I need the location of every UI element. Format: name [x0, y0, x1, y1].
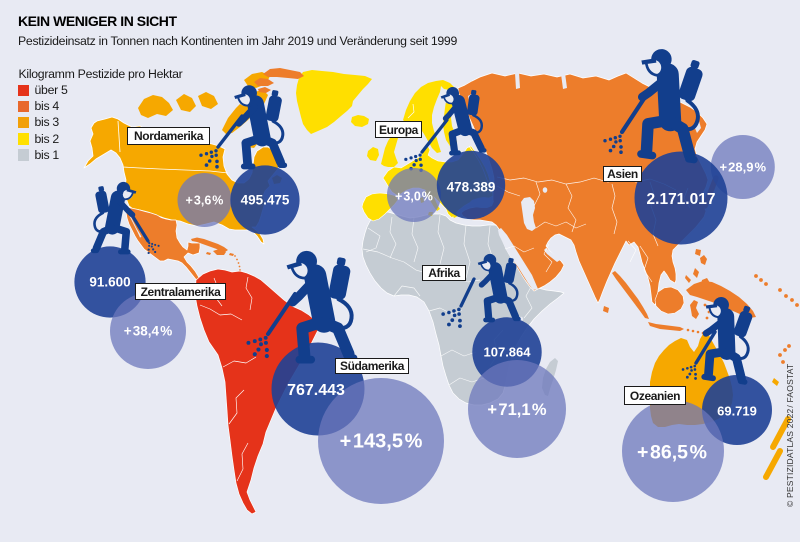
svg-text:767.443: 767.443	[287, 382, 345, 399]
svg-text:+ 86,5 %: + 86,5 %	[637, 442, 707, 464]
svg-text:+ 38,4 %: + 38,4 %	[124, 324, 172, 339]
svg-text:69.719: 69.719	[717, 404, 757, 419]
svg-text:495.475: 495.475	[241, 193, 290, 208]
svg-text:+ 28,9 %: + 28,9 %	[719, 160, 766, 175]
svg-text:+ 71,1 %: + 71,1 %	[487, 401, 547, 419]
svg-text:+ 3,0 %: + 3,0 %	[395, 190, 433, 204]
svg-text:478.389: 478.389	[447, 180, 496, 195]
svg-text:+ 143,5 %: + 143,5 %	[340, 431, 423, 453]
svg-text:2.171.017: 2.171.017	[647, 191, 716, 208]
svg-text:91.600: 91.600	[89, 275, 130, 290]
svg-text:107.864: 107.864	[484, 345, 532, 360]
svg-text:+ 3,6 %: + 3,6 %	[186, 194, 224, 208]
